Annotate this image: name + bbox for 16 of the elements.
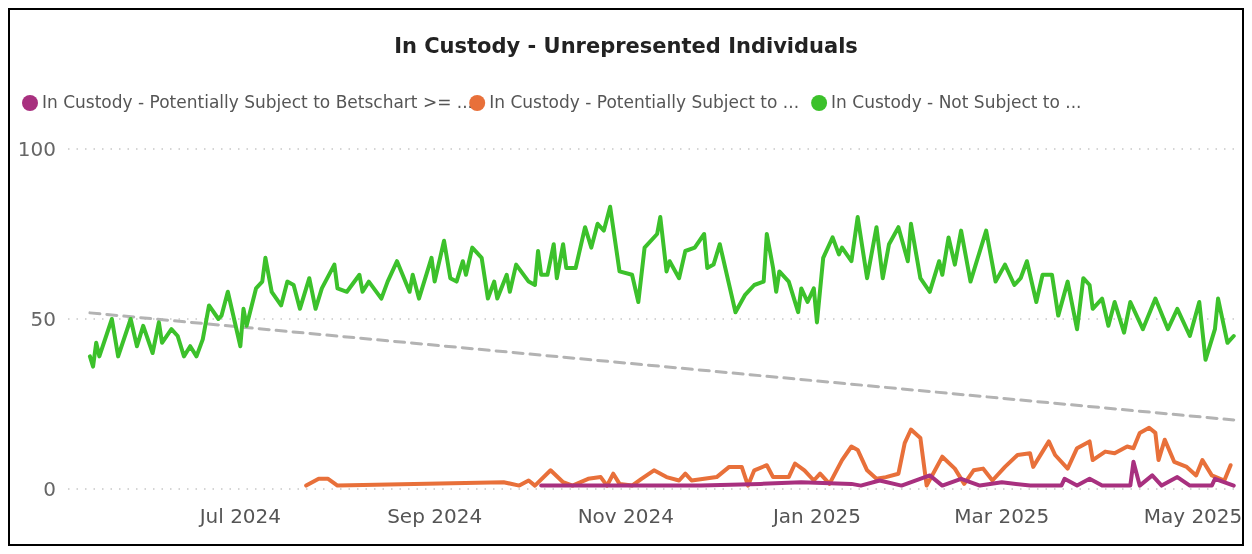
legend-label: In Custody - Potentially Subject to Betschart >= ...: [42, 92, 473, 112]
y-tick-label: 0: [43, 477, 56, 501]
chart-title: In Custody - Unrepresented Individuals: [394, 34, 858, 58]
x-tick-label: Nov 2024: [577, 504, 674, 528]
legend-label: In Custody - Not Subject to ...: [831, 92, 1082, 112]
x-tick-label: Mar 2025: [954, 504, 1050, 528]
x-tick-label: Jan 2025: [770, 504, 861, 528]
x-tick-label: Sep 2024: [387, 504, 483, 528]
x-tick-label: Jul 2024: [197, 504, 282, 528]
line-series: [87, 204, 1236, 369]
line-series: [304, 425, 1233, 488]
y-tick-label: 100: [17, 137, 56, 161]
legend-label: In Custody - Potentially Subject to ...: [489, 92, 800, 112]
x-tick-label: May 2025: [1143, 504, 1243, 528]
y-tick-label: 50: [30, 307, 56, 331]
line-series: [539, 459, 1236, 488]
